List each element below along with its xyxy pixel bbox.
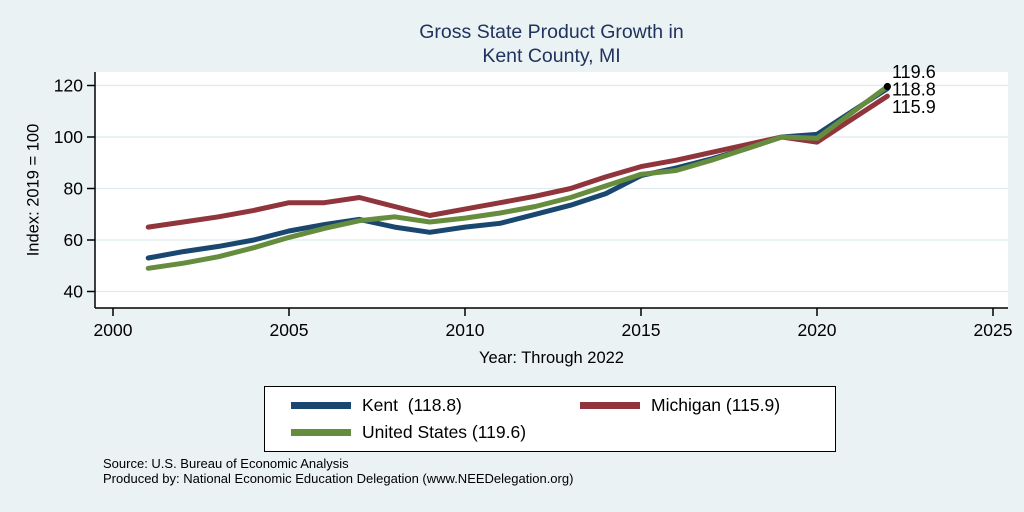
axis-lines: [94, 72, 1008, 309]
chart-title: Gross State Product Growth in Kent Count…: [95, 21, 1008, 68]
legend-item-kent: Kent (118.8): [291, 395, 580, 416]
legend-label-kent: Kent (118.8): [362, 395, 462, 415]
michigan-line-swatch: [580, 401, 640, 410]
x-axis-label: Year: Through 2022: [479, 349, 624, 367]
kent-line-swatch: [291, 401, 351, 410]
y-tick-label-40: 40: [64, 282, 84, 302]
line-end-marker: [883, 82, 892, 91]
y-tick-label-60: 60: [64, 230, 84, 250]
united-states-line-swatch: [291, 428, 351, 437]
x-tick-label-2020: 2020: [798, 320, 837, 340]
chart-title-line2: Kent County, MI: [482, 44, 621, 67]
legend-label-michigan: Michigan (115.9): [651, 395, 781, 415]
series-line-united-states: [145, 84, 890, 271]
end-value-label-united-states: 119.6: [892, 62, 936, 82]
end-value-label-michigan: 115.9: [892, 97, 936, 117]
y-tick-label-120: 120: [54, 76, 83, 96]
x-tick-label-2025: 2025: [974, 320, 1013, 340]
y-tick-label-80: 80: [64, 179, 84, 199]
legend: Kent (118.8) Michigan (115.9) United Sta…: [264, 386, 836, 452]
x-tick-label-2010: 2010: [446, 320, 485, 340]
plot-area: 40 60 80 100 120 2000 2005 2010 2015 2020 2025 119.…: [54, 62, 1013, 340]
chart-title-line1: Gross State Product Growth in: [419, 21, 684, 43]
x-tick-label-2000: 2000: [94, 320, 133, 340]
end-value-label-kent: 118.8: [892, 80, 936, 100]
source-note: Source: U.S. Bureau of Economic Analysis…: [103, 456, 574, 486]
source-line: Source: U.S. Bureau of Economic Analysis: [103, 456, 349, 471]
legend-item-united-states: United States (119.6): [291, 422, 580, 443]
produced-by-line: Produced by: National Economic Education…: [103, 470, 574, 486]
legend-label-united-states: United States (119.6): [362, 422, 527, 442]
x-tick-label-2015: 2015: [622, 320, 661, 340]
x-tick-label-2005: 2005: [270, 320, 309, 340]
y-tick-label-100: 100: [54, 127, 83, 147]
legend-item-michigan: Michigan (115.9): [580, 395, 835, 416]
